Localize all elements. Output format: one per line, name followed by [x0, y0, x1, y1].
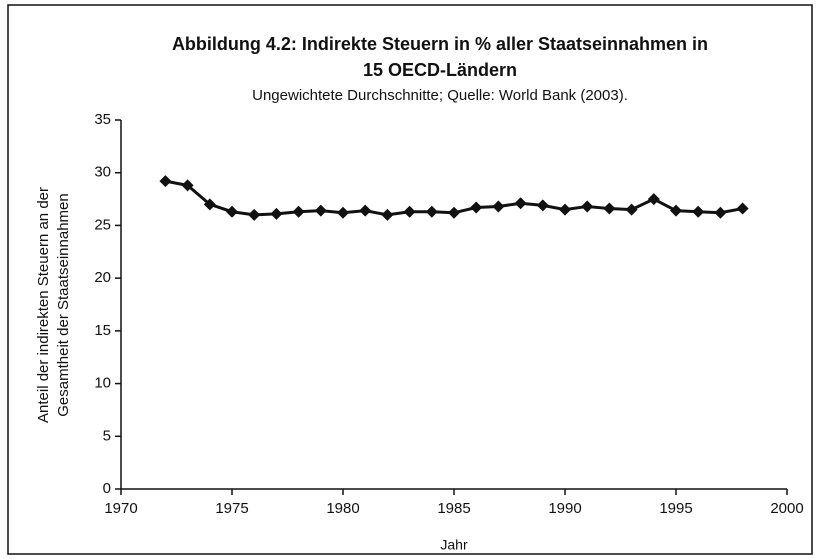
marker [425, 205, 438, 218]
marker [292, 205, 305, 218]
x-tick-label: 2000 [770, 500, 803, 517]
x-tick-label: 1970 [104, 500, 137, 517]
y-tick-label: 35 [94, 111, 111, 128]
y-tick-label: 25 [94, 216, 111, 233]
marker [581, 200, 594, 213]
marker [226, 205, 238, 218]
marker [559, 203, 571, 216]
marker [536, 199, 549, 212]
marker [625, 203, 638, 216]
marker [692, 205, 705, 218]
marker [248, 208, 261, 221]
marker [603, 202, 616, 215]
marker [359, 204, 372, 217]
marker [470, 201, 483, 214]
y-tick-label: 10 [94, 375, 111, 392]
marker [514, 197, 527, 210]
marker [270, 207, 283, 220]
x-tick-label: 1995 [659, 500, 692, 517]
x-axis-label: Jahr [440, 537, 468, 553]
y-axis-label: Gesamtheit der Staatseinnahmen [55, 193, 72, 416]
y-tick-label: 30 [94, 164, 111, 181]
marker [314, 204, 327, 217]
marker [492, 200, 505, 213]
chart-title: 15 OECD-Ländern [363, 60, 517, 80]
marker [670, 204, 682, 217]
marker [714, 206, 727, 219]
x-tick-label: 1985 [437, 500, 470, 517]
marker [181, 179, 194, 192]
marker [448, 206, 460, 219]
y-tick-label: 5 [103, 427, 111, 444]
marker [337, 206, 349, 219]
y-tick-label: 20 [94, 269, 111, 286]
marker [381, 208, 394, 221]
marker [736, 202, 749, 215]
marker [647, 193, 660, 206]
chart-subtitle: Ungewichtete Durchschnitte; Quelle: Worl… [252, 87, 628, 104]
chart-border [7, 4, 813, 555]
y-tick-label: 0 [103, 480, 111, 497]
y-axis-label: Anteil der indirekten Steuern an der [35, 187, 52, 423]
marker [159, 175, 172, 188]
chart-title: Abbildung 4.2: Indirekte Steuern in % al… [172, 34, 708, 54]
x-tick-label: 1980 [326, 500, 359, 517]
y-tick-label: 15 [94, 322, 111, 339]
marker [203, 198, 216, 211]
x-tick-label: 1975 [215, 500, 248, 517]
x-tick-label: 1990 [548, 500, 581, 517]
marker [403, 205, 416, 218]
